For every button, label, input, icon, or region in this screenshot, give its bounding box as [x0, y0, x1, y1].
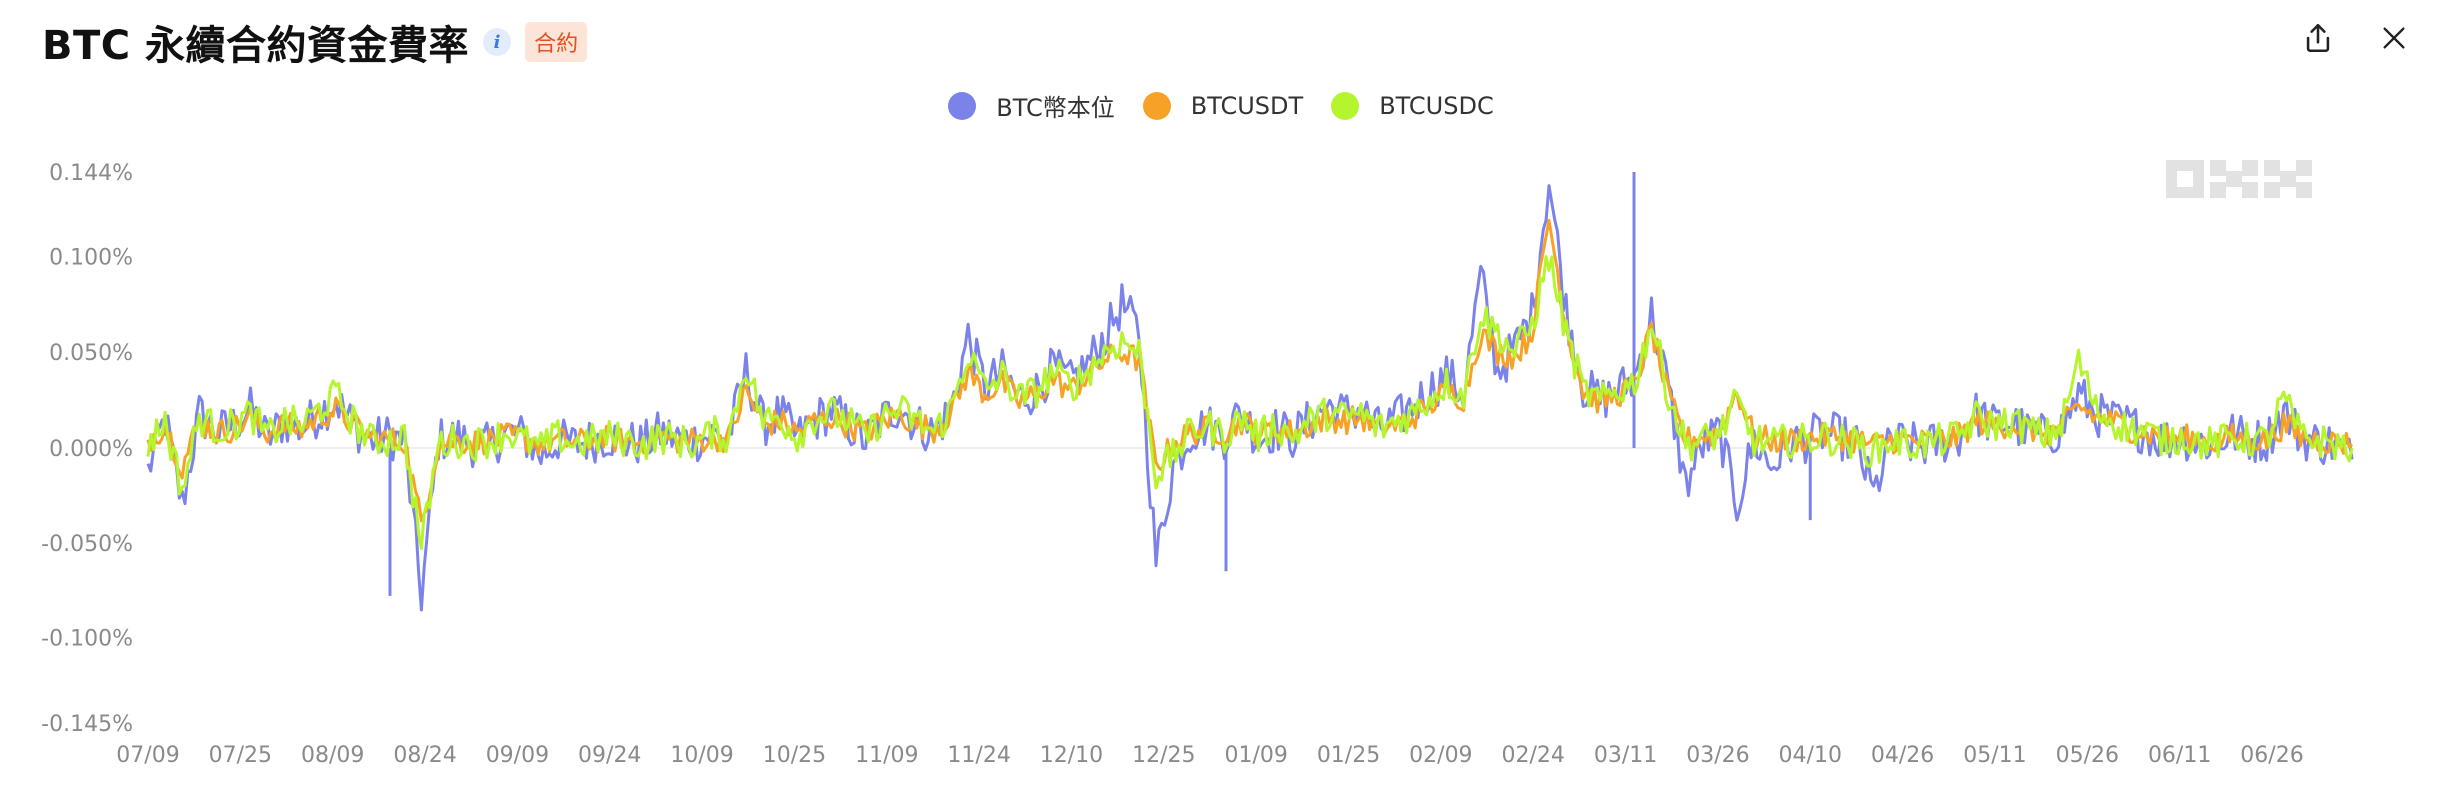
- legend-dot: [948, 91, 977, 120]
- legend-dot: [1142, 91, 1171, 120]
- close-button[interactable]: [2374, 18, 2414, 58]
- x-tick-label: 04/26: [1871, 743, 1934, 768]
- y-tick-label: 0.000%: [49, 437, 133, 462]
- contract-badge: 合約: [525, 22, 588, 62]
- y-tick-label: 0.100%: [49, 245, 133, 270]
- x-tick-label: 04/10: [1779, 743, 1842, 768]
- legend-item-btcusdc[interactable]: BTCUSDC: [1331, 88, 1494, 123]
- x-tick-label: 07/25: [209, 743, 272, 768]
- x-axis: 07/09 07/25 08/09 08/24 09/09 09/24 10/09 10/25…: [116, 743, 2303, 768]
- legend-label: BTCUSDC: [1379, 91, 1494, 120]
- x-tick-label: 01/25: [1317, 743, 1380, 768]
- x-tick-label: 07/09: [116, 743, 179, 768]
- info-icon[interactable]: i: [483, 28, 512, 56]
- legend-label: BTCUSDT: [1190, 91, 1304, 120]
- x-tick-label: 06/26: [2240, 743, 2303, 768]
- x-tick-label: 02/09: [1409, 743, 1472, 768]
- x-tick-label: 06/11: [2148, 743, 2211, 768]
- x-tick-label: 05/26: [2056, 743, 2119, 768]
- x-tick-label: 03/26: [1686, 743, 1749, 768]
- x-tick-label: 09/09: [486, 743, 549, 768]
- x-tick-label: 08/24: [393, 743, 456, 768]
- x-tick-label: 10/09: [670, 743, 733, 768]
- share-icon: [2306, 23, 2330, 53]
- x-tick-label: 08/09: [301, 743, 364, 768]
- series-line-0[interactable]: [146, 184, 2354, 612]
- x-tick-label: 10/25: [763, 743, 826, 768]
- series-line-1[interactable]: [146, 218, 2354, 523]
- x-tick-label: 11/09: [855, 743, 918, 768]
- x-tick-label: 09/24: [578, 743, 641, 768]
- y-tick-label: 0.050%: [49, 341, 133, 366]
- x-tick-label: 01/09: [1224, 743, 1287, 768]
- y-tick-label: -0.050%: [41, 532, 133, 557]
- chart-legend: BTC幣本位 BTCUSDT BTCUSDC: [0, 88, 2442, 123]
- legend-item-btc-coin[interactable]: BTC幣本位: [948, 88, 1115, 123]
- y-axis: 0.144% 0.100% 0.050% 0.000% -0.050% -0.100% -0…: [41, 161, 2352, 737]
- series-line-2[interactable]: [146, 255, 2354, 550]
- legend-item-btcusdt[interactable]: BTCUSDT: [1142, 88, 1304, 123]
- x-tick-label: 02/24: [1502, 743, 1565, 768]
- share-button[interactable]: [2298, 18, 2338, 58]
- page-title: BTC 永續合約資金費率: [42, 23, 470, 69]
- header-actions: [2298, 18, 2414, 58]
- series-layer: [146, 172, 2354, 612]
- okx-watermark: [2166, 160, 2312, 198]
- x-tick-label: 12/10: [1040, 743, 1103, 768]
- y-tick-label: -0.100%: [41, 627, 133, 652]
- legend-dot: [1331, 91, 1360, 120]
- x-tick-label: 11/24: [947, 743, 1010, 768]
- close-icon: [2383, 27, 2405, 49]
- x-tick-label: 05/11: [1963, 743, 2026, 768]
- x-tick-label: 12/25: [1132, 743, 1195, 768]
- legend-label: BTC幣本位: [996, 94, 1115, 122]
- x-tick-label: 03/11: [1594, 743, 1657, 768]
- y-tick-label: 0.144%: [49, 161, 133, 186]
- chart-header: BTC 永續合約資金費率 i 合約: [42, 14, 588, 70]
- y-tick-label: -0.145%: [41, 712, 133, 737]
